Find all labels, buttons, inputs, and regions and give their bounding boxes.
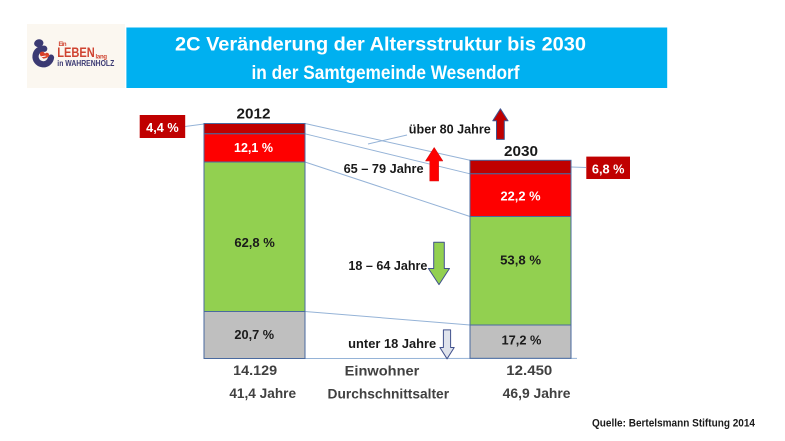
svg-text:12.450: 12.450 xyxy=(506,363,552,378)
svg-text:46,9 Jahre: 46,9 Jahre xyxy=(503,386,571,401)
svg-text:14.129: 14.129 xyxy=(233,363,277,378)
svg-text:2C Veränderung der Altersstruk: 2C Veränderung der Altersstruktur bis 20… xyxy=(175,35,586,56)
svg-text:2030: 2030 xyxy=(504,143,538,160)
svg-text:2012: 2012 xyxy=(237,106,271,123)
svg-text:4,4 %: 4,4 % xyxy=(146,121,179,135)
svg-text:65 – 79 Jahre: 65 – 79 Jahre xyxy=(344,162,424,176)
svg-text:Einwohner: Einwohner xyxy=(345,364,420,379)
svg-text:in WAHRENHOLZ: in WAHRENHOLZ xyxy=(57,59,114,68)
svg-text:Durchschnittsalter: Durchschnittsalter xyxy=(328,387,450,402)
svg-text:über 80 Jahre: über 80 Jahre xyxy=(409,122,491,136)
svg-text:6,8 %: 6,8 % xyxy=(592,162,625,176)
svg-text:LEBEN: LEBEN xyxy=(57,45,95,60)
svg-text:53,8 %: 53,8 % xyxy=(500,254,541,268)
svg-text:62,8 %: 62,8 % xyxy=(234,236,275,250)
svg-text:20,7 %: 20,7 % xyxy=(234,328,274,342)
svg-text:12,1 %: 12,1 % xyxy=(234,141,273,155)
svg-text:22,2 %: 22,2 % xyxy=(501,189,541,203)
svg-text:in der Samtgemeinde Wesendorf: in der Samtgemeinde Wesendorf xyxy=(252,63,521,84)
svg-text:17,2 %: 17,2 % xyxy=(502,334,542,348)
svg-text:41,4 Jahre: 41,4 Jahre xyxy=(229,386,296,401)
svg-text:Quelle: Bertelsmann Stiftung 2: Quelle: Bertelsmann Stiftung 2014 xyxy=(592,418,756,430)
svg-text:Ein: Ein xyxy=(59,42,67,48)
svg-text:lang: lang xyxy=(96,55,108,61)
svg-text:unter 18 Jahre: unter 18 Jahre xyxy=(348,337,436,351)
svg-text:18 – 64 Jahre: 18 – 64 Jahre xyxy=(348,259,427,273)
